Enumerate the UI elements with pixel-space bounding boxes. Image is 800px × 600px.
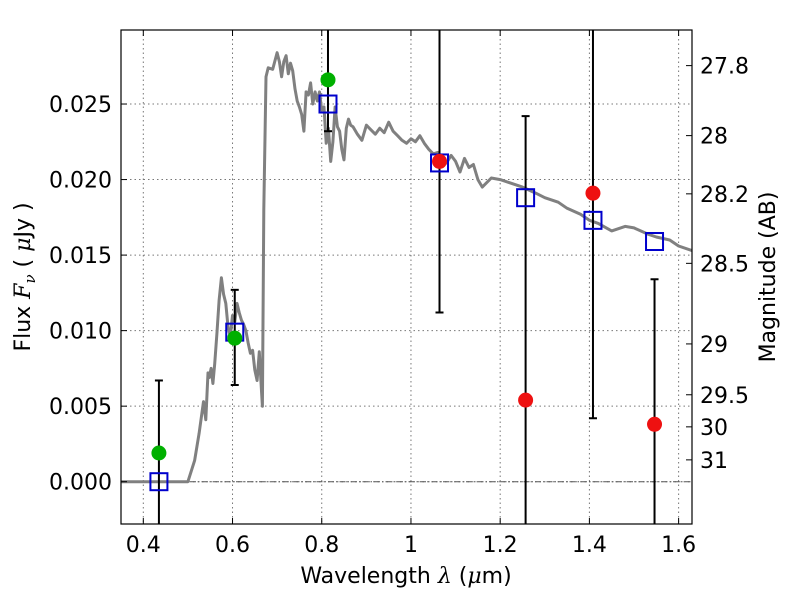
observed-flux-point bbox=[320, 72, 336, 88]
x-tick-label: 1.4 bbox=[572, 533, 607, 558]
x-tick-label: 1.6 bbox=[661, 533, 696, 558]
y-tick-label: 0.000 bbox=[49, 471, 112, 496]
sed-model-line bbox=[121, 51, 692, 484]
observed-flux-point bbox=[227, 330, 243, 346]
y-tick-label: 0.005 bbox=[49, 395, 112, 420]
y-axis-label: Flux Fν ( μJy ) bbox=[11, 202, 39, 351]
x-tick-label: 0.8 bbox=[304, 533, 339, 558]
magnitude-axis-ticks: 27.8 28 28.2 28.5 29 29.5 30 31 bbox=[686, 55, 749, 474]
observed-flux-point bbox=[518, 392, 534, 408]
plot-frame bbox=[120, 29, 693, 525]
x-axis-label: Wavelength λ (μm) bbox=[300, 564, 511, 589]
x-axis-ticks: 0.4 0.6 0.8 1 1.2 1.4 1.6 bbox=[126, 30, 696, 558]
model-flux-square bbox=[645, 231, 665, 251]
y-tick-label: 0.025 bbox=[49, 93, 112, 118]
magnitude-tick-label: 27.8 bbox=[700, 55, 749, 80]
y-tick-label: 0.020 bbox=[49, 169, 112, 194]
magnitude-tick-label: 29.5 bbox=[700, 384, 749, 409]
y-tick-label: 0.010 bbox=[49, 320, 112, 345]
magnitude-tick-label: 31 bbox=[700, 449, 728, 474]
model-flux-square bbox=[516, 188, 536, 208]
model-flux-square bbox=[149, 472, 169, 492]
magnitude-tick-label: 28 bbox=[700, 125, 728, 150]
observed-flux-point bbox=[432, 153, 448, 169]
x-tick-label: 1 bbox=[404, 533, 418, 558]
observed-flux-point bbox=[585, 185, 601, 201]
model-flux-square bbox=[583, 210, 603, 230]
y-axis-ticks: 0.000 0.005 0.010 0.015 0.020 0.025 bbox=[49, 93, 127, 496]
plot-area bbox=[120, 29, 693, 525]
magnitude-tick-label: 28.5 bbox=[700, 252, 749, 277]
magnitude-tick-label: 30 bbox=[700, 416, 728, 441]
magnitude-tick-label: 29 bbox=[700, 333, 728, 358]
y-tick-label: 0.015 bbox=[49, 244, 112, 269]
observed-flux-point bbox=[151, 445, 167, 461]
magnitude-axis-label: Magnitude (AB) bbox=[756, 192, 781, 363]
x-tick-label: 0.6 bbox=[215, 533, 250, 558]
x-tick-label: 0.4 bbox=[126, 533, 161, 558]
x-tick-label: 1.2 bbox=[483, 533, 518, 558]
magnitude-tick-label: 28.2 bbox=[700, 183, 749, 208]
model-flux-square bbox=[318, 94, 338, 114]
observed-flux-point bbox=[647, 416, 663, 432]
